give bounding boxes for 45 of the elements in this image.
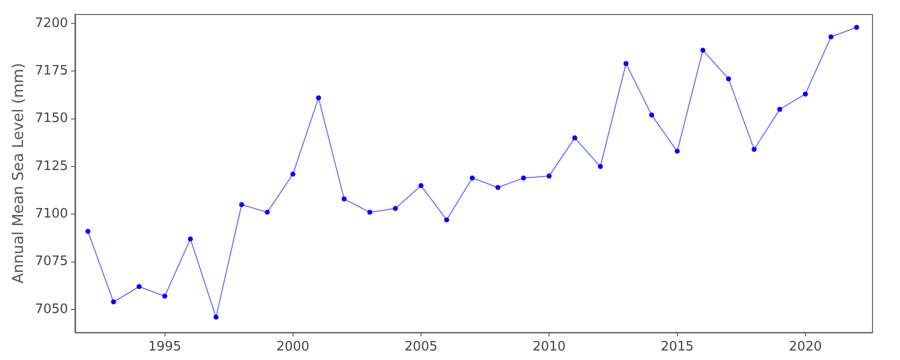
y-tick-label: 7100 bbox=[34, 206, 68, 222]
point bbox=[521, 175, 526, 180]
y-tick-label: 7075 bbox=[34, 254, 68, 270]
point bbox=[290, 172, 296, 177]
point bbox=[342, 196, 347, 202]
point bbox=[444, 217, 450, 222]
x-tick-label: 2010 bbox=[532, 340, 566, 355]
x-tick-label: 2000 bbox=[276, 340, 310, 355]
point bbox=[700, 48, 706, 53]
point bbox=[316, 95, 322, 100]
point bbox=[136, 284, 142, 290]
point bbox=[188, 236, 193, 242]
point bbox=[546, 174, 552, 179]
point bbox=[367, 210, 372, 215]
y-tick-label: 7125 bbox=[34, 158, 68, 174]
point bbox=[392, 206, 398, 211]
point bbox=[598, 164, 603, 170]
y-tick-label: 7050 bbox=[34, 302, 68, 317]
point bbox=[802, 92, 808, 97]
point bbox=[752, 146, 757, 152]
point bbox=[470, 175, 475, 180]
point bbox=[495, 185, 500, 190]
x-tick-label: 2020 bbox=[788, 340, 822, 355]
point bbox=[418, 183, 424, 188]
x-tick-label: 2015 bbox=[660, 340, 694, 355]
y-axis-title: Annual Mean Sea Level (mm) bbox=[8, 62, 27, 284]
point bbox=[162, 294, 168, 299]
y-tick-label: 7200 bbox=[34, 16, 68, 31]
point bbox=[572, 135, 578, 140]
point bbox=[111, 299, 116, 304]
point bbox=[214, 314, 219, 320]
point bbox=[85, 228, 90, 234]
point bbox=[674, 148, 680, 154]
point bbox=[239, 202, 244, 208]
point bbox=[649, 112, 654, 118]
point bbox=[854, 24, 860, 30]
x-tick-label: 1995 bbox=[148, 340, 182, 355]
point bbox=[726, 76, 732, 82]
point bbox=[828, 34, 834, 40]
point bbox=[777, 106, 782, 112]
y-tick-label: 7150 bbox=[34, 111, 68, 126]
y-tick-label: 7175 bbox=[34, 64, 68, 79]
point bbox=[624, 61, 629, 66]
point bbox=[264, 210, 270, 215]
x-tick-label: 2005 bbox=[404, 340, 438, 355]
